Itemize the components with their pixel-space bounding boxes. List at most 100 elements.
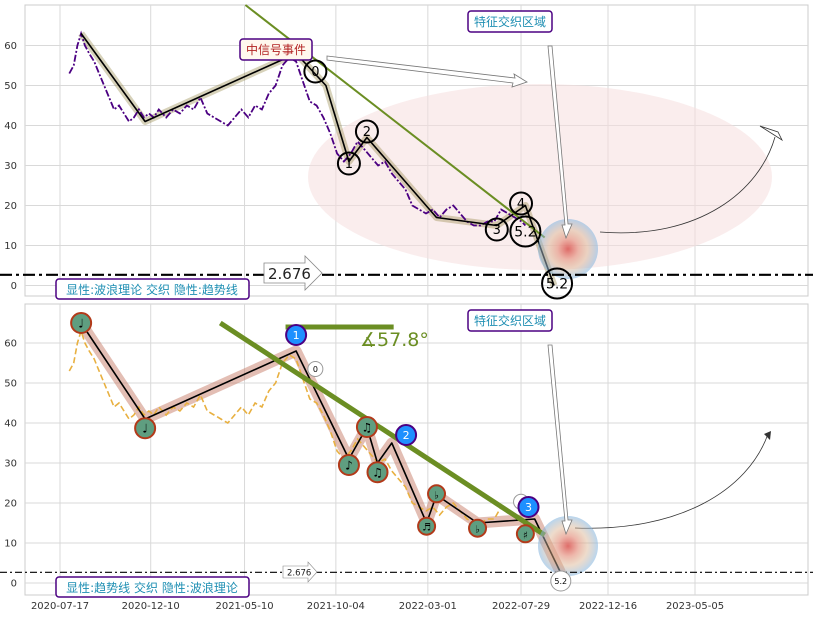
bottom-price-line: [68, 328, 526, 524]
bottom-wave-line: [80, 322, 562, 574]
x-tick-label: 2021-05-10: [215, 601, 273, 612]
wave-point-marker: [395, 424, 418, 446]
wave-point-marker: [541, 267, 574, 300]
top-zone-label: 特征交织区域: [474, 14, 546, 29]
x-tick-label: 2020-07-17: [31, 601, 89, 612]
wave-point-label: 4: [517, 197, 525, 212]
y-tick-label: 10: [4, 241, 17, 252]
top-event-box: [239, 38, 313, 61]
x-tick-label: 2023-05-05: [666, 601, 724, 612]
y-tick-label: 20: [4, 499, 17, 510]
bottom-angle-label: ∡57.8°: [360, 329, 429, 351]
top-zone-arrow: [547, 45, 573, 240]
note-marker: [134, 417, 157, 440]
wave-point-marker: [307, 361, 324, 377]
note-marker-symbol: ♫: [372, 466, 383, 480]
x-tick-label: 2022-12-16: [579, 601, 637, 612]
y-tick-label: 0: [11, 281, 17, 292]
top-legend-label: 显性:波浪理论 交织 隐性:趋势线: [66, 282, 238, 297]
bottom-grid: [25, 304, 808, 595]
top-event-label: 中信号事件: [246, 42, 306, 57]
note-marker-symbol: ♭: [475, 525, 480, 536]
bottom-zone-box: [467, 309, 553, 332]
note-marker-symbol: ♩: [78, 317, 84, 331]
top-event-arrow: [326, 55, 528, 88]
y-tick-label: 20: [4, 201, 17, 212]
wave-point-marker: [484, 217, 509, 242]
top-wave-points: 0 1 2 3 4 5.2 5.2: [303, 59, 574, 300]
y-tick-label: 40: [4, 419, 17, 430]
wave-point-marker: [303, 59, 328, 84]
note-marker: [515, 524, 535, 544]
bottom-legend-box: [55, 576, 250, 598]
note-marker-symbol: ♩: [142, 422, 148, 436]
wave-point-label: 0: [313, 365, 318, 374]
note-marker-symbol: ♯: [523, 530, 528, 541]
bottom-x-tick-labels: 2020-07-17 2020-12-10 2021-05-10 2021-10-04…: [31, 601, 724, 612]
wave-point-label: 0: [311, 65, 319, 80]
top-hline-label-arrow: [263, 255, 323, 291]
top-y-tick-labels: 0 10 20 30 40 50 60: [4, 41, 17, 292]
top-zone-box: [467, 10, 553, 33]
top-hline-label: 2.676: [268, 265, 311, 283]
top-heat-blob: [538, 219, 598, 279]
wave-point-marker: [509, 191, 534, 216]
wave-point-label: 5.2: [554, 577, 567, 586]
wave-point-marker: [509, 215, 542, 248]
wave-point-label: 2: [363, 125, 371, 140]
top-projection-arrow: [599, 136, 776, 234]
bottom-hline-label-arrow: [282, 561, 318, 583]
top-panel: 0 10 20 30 40 50 60 2.676 0 1 2 3 4 5.2 5.2 中信号事件 特征…: [0, 4, 813, 300]
top-price-line: [68, 30, 527, 227]
y-tick-label: 30: [4, 161, 17, 172]
note-marker: [337, 454, 360, 476]
note-marker-symbol: ♬: [422, 523, 431, 534]
bottom-note-markers: ♩ ♩ ♪ ♫ ♫ ♬ ♭ ♭ ♯: [70, 312, 535, 544]
y-tick-label: 50: [4, 81, 17, 92]
wave-point-marker: [550, 570, 572, 592]
note-marker: [468, 518, 488, 538]
y-tick-label: 0: [11, 579, 17, 590]
bottom-zone-arrow: [547, 344, 573, 536]
wave-point-marker: [336, 151, 361, 176]
x-tick-label: 2022-07-29: [492, 601, 550, 612]
x-tick-label: 2021-10-04: [307, 601, 365, 612]
top-interweave-ellipse: [308, 84, 772, 270]
x-tick-label: 2022-03-01: [399, 601, 457, 612]
note-marker: [427, 484, 447, 504]
top-wave-line: [80, 33, 555, 286]
y-tick-label: 60: [4, 339, 17, 350]
wave-point-label: 5.2: [514, 225, 536, 241]
y-tick-label: 10: [4, 539, 17, 550]
note-marker-symbol: ♭: [434, 490, 439, 501]
wave-point-label: 3: [525, 501, 532, 514]
note-marker: [355, 416, 378, 438]
wave-point-label: 3: [493, 223, 501, 238]
top-projection-arrowhead: [759, 125, 784, 142]
wave-point-marker: [285, 324, 308, 346]
bottom-wave-points: 102435.2: [285, 324, 572, 592]
note-marker-symbol: ♪: [345, 459, 353, 473]
wave-point-marker: [354, 119, 379, 144]
note-marker-symbol: ♫: [362, 421, 373, 435]
bottom-legend-label: 显性:趋势线 交织 隐性:波浪理论: [66, 580, 238, 595]
x-tick-label: 2020-12-10: [122, 601, 180, 612]
bottom-y-tick-labels: 0 10 20 30 40 50 60: [4, 339, 17, 590]
y-tick-label: 60: [4, 41, 17, 52]
wave-point-label: 2: [403, 429, 410, 442]
top-legend-box: [55, 278, 250, 300]
y-tick-label: 30: [4, 459, 17, 470]
wave-point-label: 5.2: [546, 277, 568, 293]
bottom-projection-arrowhead: [764, 431, 771, 440]
bottom-projection-arrow: [574, 433, 769, 529]
note-marker: [417, 516, 437, 536]
bottom-hline-label: 2.676: [287, 569, 311, 579]
y-tick-label: 40: [4, 121, 17, 132]
wave-point-label: 1: [345, 157, 353, 172]
bottom-trend-line: [218, 320, 547, 538]
note-marker: [366, 461, 389, 484]
note-marker: [70, 312, 93, 334]
wave-point-label: 1: [293, 329, 300, 342]
